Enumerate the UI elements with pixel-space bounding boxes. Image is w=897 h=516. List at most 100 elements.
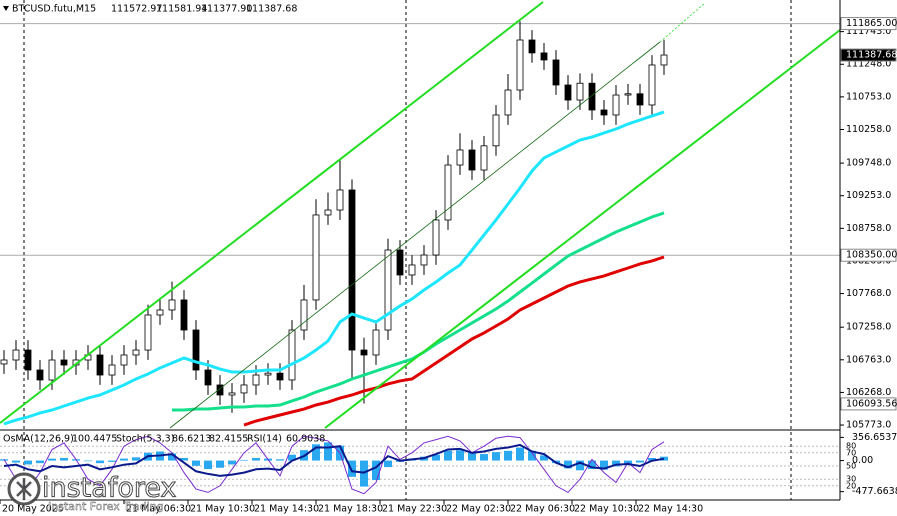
- candle-body: [624, 93, 632, 96]
- candle-body: [396, 249, 404, 276]
- ohlc-high: 111581.94: [156, 4, 207, 15]
- y-tick-label: 109253.0: [846, 190, 891, 201]
- indicator-value: 100.4475: [72, 434, 117, 445]
- y-tick-label: 111248.0: [846, 59, 891, 70]
- candle-body: [348, 189, 356, 351]
- candle-body: [432, 219, 440, 256]
- osma-bar: [564, 460, 572, 469]
- x-tick-label: 20 May 2025: [2, 504, 64, 515]
- moving-average: [3, 110, 665, 426]
- osma-bar: [108, 460, 116, 462]
- osma-bar: [96, 460, 104, 464]
- osma-bar: [288, 454, 296, 461]
- level-label: 111387.68: [846, 50, 897, 61]
- osc-tick-label: 70: [846, 448, 856, 457]
- logo-brand: instaforex: [42, 473, 176, 504]
- candle-body: [372, 329, 380, 356]
- osma-bar: [504, 450, 512, 461]
- osma-bar: [204, 460, 212, 470]
- candle-body: [480, 145, 488, 171]
- y-tick-label: 108758.0: [846, 223, 891, 234]
- candle-body: [600, 109, 608, 116]
- indicator-label: RSI(14): [247, 434, 282, 445]
- level-label: 106093.56: [846, 398, 897, 409]
- osma-bar: [12, 460, 20, 463]
- candle-body: [408, 264, 416, 276]
- candle-body: [540, 52, 548, 61]
- osma-bar: [660, 456, 668, 461]
- ohlc-low: 111377.90: [201, 4, 252, 15]
- osc-tick-label: 50: [846, 462, 856, 471]
- oscillator-pane: [0, 435, 840, 495]
- candle-body: [300, 299, 308, 331]
- candle-body: [48, 359, 56, 381]
- y-tick-label: 106763.0: [846, 354, 891, 365]
- indicator-value: 60.9038: [286, 434, 325, 445]
- osma-bar: [600, 460, 608, 470]
- logo-mark: [16, 478, 32, 500]
- x-tick-label: 22 May 06:30: [510, 504, 575, 515]
- candle-body: [252, 374, 260, 386]
- axes: 111743.0 111248.0 110753.0 110258.0 109748.0…: [0, 17, 897, 515]
- osma-bar: [384, 460, 392, 468]
- osma-bar: [84, 460, 92, 462]
- osma-bar: [612, 460, 620, 467]
- osma-bar: [180, 457, 188, 461]
- header-arrow: [3, 6, 9, 11]
- candle-body: [636, 93, 644, 106]
- osma-tick-label: 356.6537: [852, 432, 897, 443]
- candle-body: [504, 89, 512, 116]
- candle-body: [384, 249, 392, 331]
- candle-body: [576, 82, 584, 101]
- osma-bar: [192, 460, 200, 466]
- candle-body: [444, 164, 452, 221]
- candle-body: [552, 59, 560, 86]
- osma-bar: [636, 460, 644, 463]
- level-box: [840, 397, 897, 411]
- candle-body: [168, 299, 176, 311]
- candle-body: [468, 149, 476, 171]
- x-tick-label: 22 May 02:30: [446, 504, 511, 515]
- ohlc-open: 111572.97: [111, 4, 162, 15]
- indicator-label: Stoch(5,3,3): [116, 434, 174, 445]
- x-tick-label: 21 May 18:30: [318, 504, 383, 515]
- y-tick-label: 105773.0: [846, 420, 891, 431]
- y-tick-label: 107258.0: [846, 322, 891, 333]
- osma-bar: [516, 447, 524, 461]
- candle-body: [12, 349, 20, 361]
- osma-bar: [240, 459, 248, 461]
- candle-body: [216, 384, 224, 396]
- osma-bar: [528, 450, 536, 461]
- x-tick-label: 21 May 14:30: [254, 504, 319, 515]
- osma-bar: [252, 457, 260, 461]
- y-tick-label: 109748.0: [846, 158, 891, 169]
- x-tick-label: 21 May 10:30: [190, 504, 255, 515]
- candle-body: [108, 364, 116, 376]
- osma-bar: [456, 450, 464, 461]
- osma-bar: [432, 454, 440, 461]
- candle-body: [204, 369, 212, 386]
- candle-body: [324, 209, 332, 216]
- indicator-value: 86.6213: [172, 434, 211, 445]
- candle-body: [564, 84, 572, 101]
- x-tick-label: 22 May 10:30: [574, 504, 639, 515]
- osma-bar: [588, 460, 596, 470]
- osma-bar: [60, 457, 68, 461]
- candle-body: [360, 349, 368, 356]
- osma-bar: [444, 450, 452, 461]
- y-tick-label: 110258.0: [846, 124, 891, 135]
- y-tick-label: 107768.0: [846, 288, 891, 299]
- candle-body: [192, 329, 200, 371]
- candle-body: [132, 349, 140, 356]
- candle-body: [96, 354, 104, 376]
- y-tick-label: 110753.0: [846, 91, 891, 102]
- level-box: [840, 48, 897, 62]
- symbol: BTCUSD.futu,M15: [12, 4, 96, 15]
- candle-body: [336, 189, 344, 211]
- osma-bar: [480, 454, 488, 461]
- osc-tick-label: 80: [846, 442, 856, 451]
- candle-body: [144, 314, 152, 351]
- candle-body: [288, 329, 296, 381]
- level-label: 111865.00: [846, 18, 897, 29]
